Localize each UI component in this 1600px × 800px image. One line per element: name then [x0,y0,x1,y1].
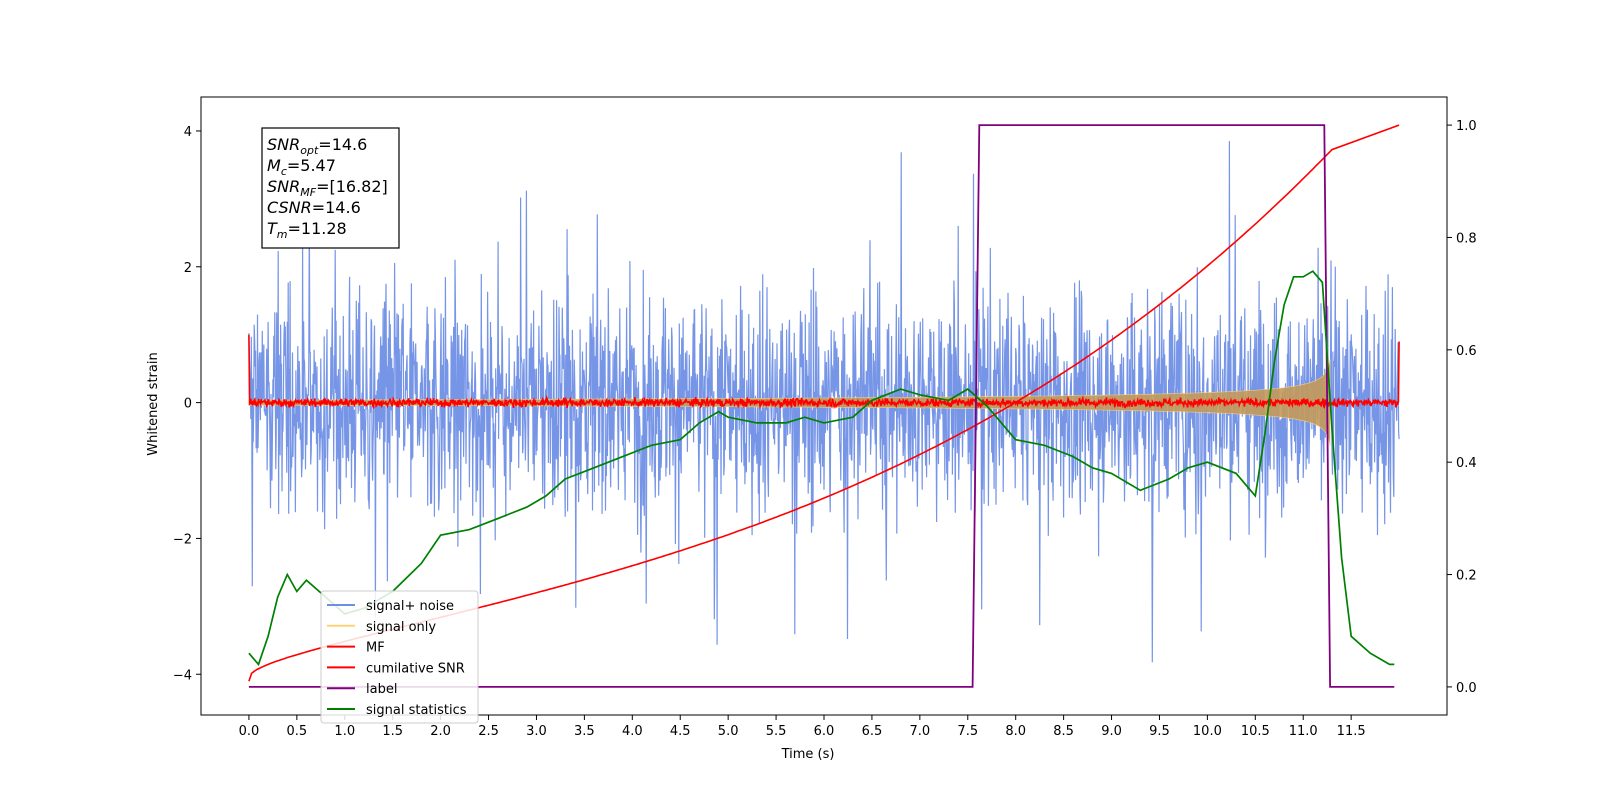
axes: 0.0 0.5 1.0 1.5 2.0 2.5 3.0 3.5 4.0 4.5 5.0 5.5 6.0 6… [173,96,1477,739]
series-signal-noise [248,141,1400,663]
info-line: SNRMF=[16.82] [267,177,388,199]
x-tick-label: 6.0 [814,724,835,739]
x-tick-label: 1.0 [334,724,355,739]
y-tick-label-left: 0 [184,397,192,412]
legend-label: label [366,682,397,697]
legend-label: signal+ noise [366,599,454,614]
x-tick-label: 2.5 [478,724,499,739]
x-tick-label: 9.5 [1149,724,1170,739]
x-tick-label: 8.0 [1005,724,1026,739]
y-tick-label-right: 0.2 [1456,569,1477,584]
info-line: CSNR=14.6 [267,198,361,217]
x-tick-label: 1.5 [382,724,403,739]
x-tick-label: 5.0 [718,724,739,739]
x-tick-label: 6.5 [862,724,883,739]
legend-label: MF [366,641,385,656]
x-tick-label: 10.0 [1193,724,1222,739]
info-line: SNRopt=14.6 [267,135,367,157]
x-tick-label: 0.5 [287,724,308,739]
series-mf [248,334,1400,410]
x-tick-label: 3.0 [526,724,547,739]
y-tick-label-right: 0.0 [1456,681,1477,696]
legend-frame [320,590,479,724]
x-axis-label: Time (s) [781,747,835,762]
y-tick-label-right: 0.4 [1456,456,1477,471]
x-tick-label: 4.5 [670,724,691,739]
legend-label: cumilative SNR [366,661,465,676]
x-tick-label: 2.0 [430,724,451,739]
y-tick-label-left: −4 [173,668,192,683]
x-tick-label: 0.0 [239,724,260,739]
x-tick-label: 5.5 [766,724,787,739]
legend-label: signal statistics [366,703,467,718]
legend-label: signal only [366,620,436,635]
x-tick-label: 11.5 [1337,724,1366,739]
y-tick-label-right: 0.8 [1456,231,1477,246]
info-box: SNRopt=14.6Mc=5.47SNRMF=[16.82]CSNR=14.6… [261,127,400,249]
info-box-frame [261,127,400,249]
x-tick-label: 3.5 [574,724,595,739]
x-tick-label: 11.0 [1289,724,1318,739]
y-tick-label-left: 4 [184,125,192,140]
x-tick-label: 8.5 [1053,724,1074,739]
y-tick-label-left: −2 [173,532,192,547]
y-axis-label: Whitened strain [146,352,161,455]
y-tick-label-right: 0.6 [1456,344,1477,359]
info-line: Tm=11.28 [267,219,347,241]
info-line: Mc=5.47 [267,156,336,178]
x-tick-label: 4.0 [622,724,643,739]
legend: signal+ noise signal only MF cumilative SNR… [320,590,479,724]
series-label [248,124,1395,688]
x-tick-label: 10.5 [1241,724,1270,739]
x-tick-label: 7.0 [910,724,931,739]
y-tick-label-left: 2 [184,261,192,276]
y-tick-label-right: 1.0 [1456,119,1477,134]
x-tick-label: 7.5 [957,724,978,739]
x-tick-label: 9.0 [1101,724,1122,739]
